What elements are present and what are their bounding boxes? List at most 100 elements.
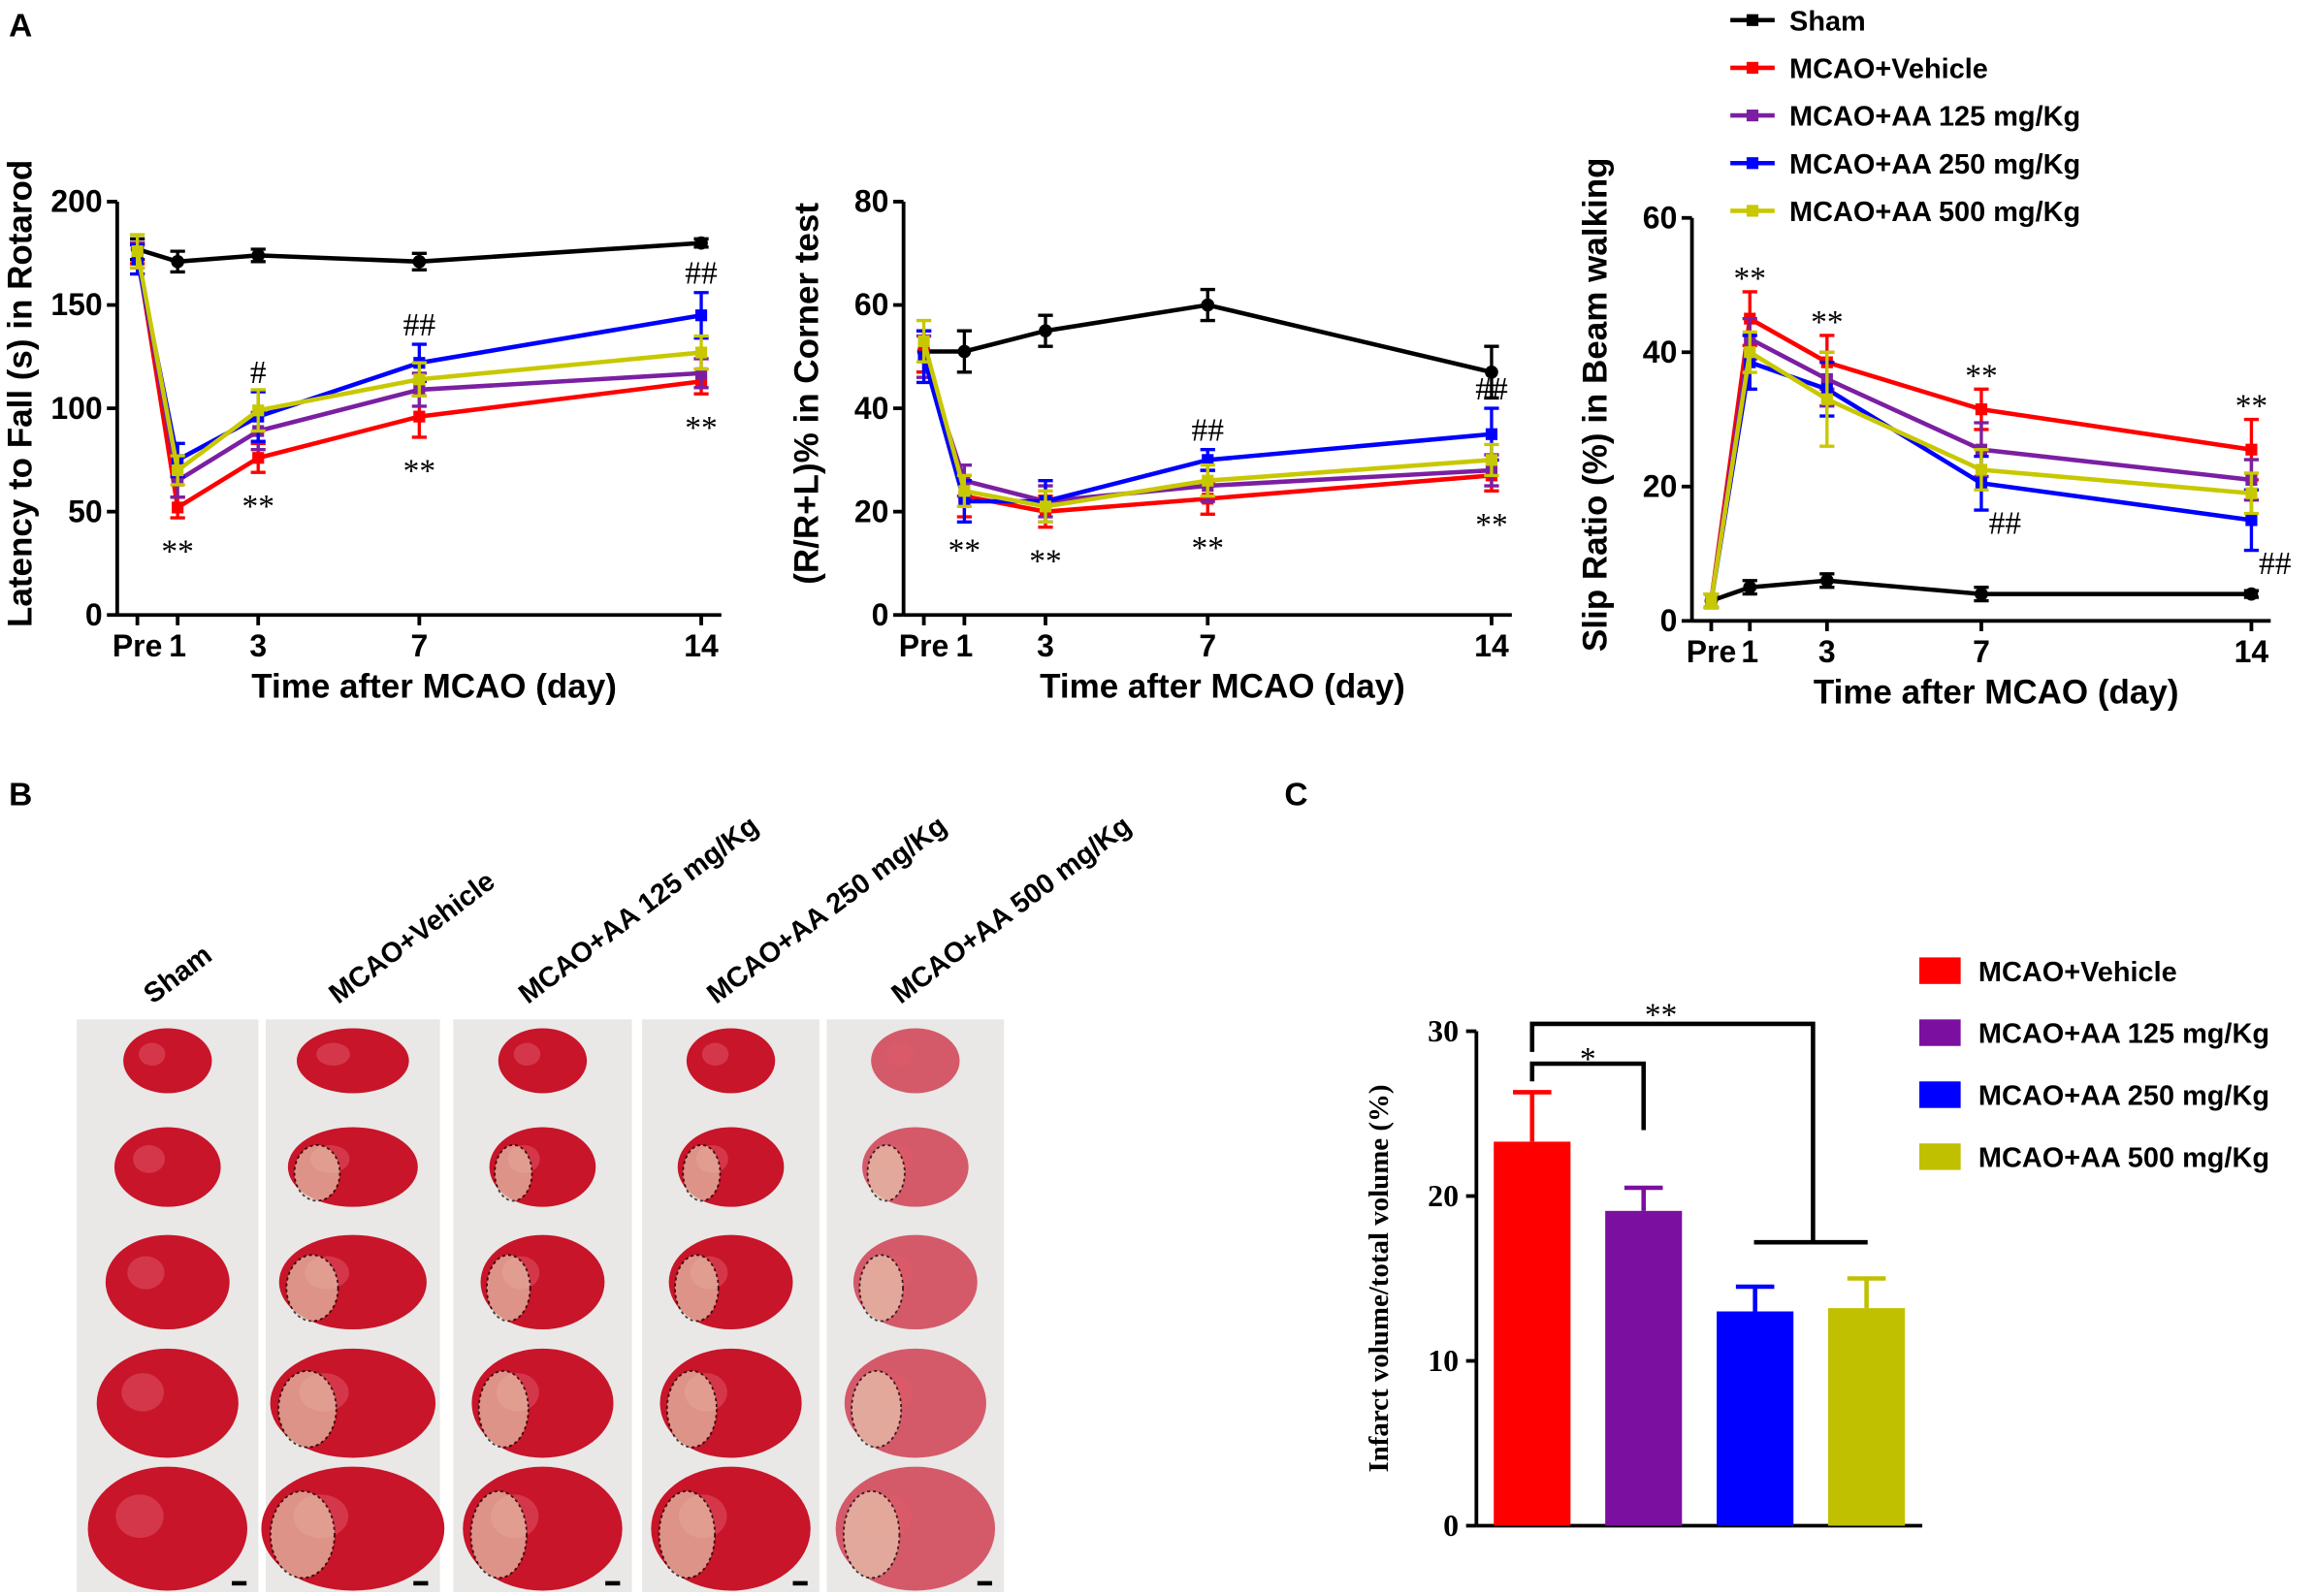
x-tick-label: 14 [2235, 634, 2269, 669]
x-tick-label: Pre [899, 628, 949, 663]
significance-mark: ** [949, 533, 981, 569]
significance-mark: ** [241, 489, 273, 525]
point [2245, 487, 2258, 499]
x-tick-label: 1 [169, 628, 186, 663]
brain-highlight [886, 1042, 914, 1066]
significance-mark: ** [2235, 388, 2267, 424]
brain-highlight [115, 1494, 164, 1539]
infarct-outline [842, 1489, 901, 1580]
point [1975, 587, 1988, 601]
infarct-outline [485, 1254, 531, 1323]
significance-mark: ** [1965, 358, 1997, 394]
point [131, 245, 144, 258]
legend-label: MCAO+AA 125 mg/Kg [1789, 102, 2080, 133]
legend-marker [1746, 14, 1759, 26]
significance-mark: ## [1192, 413, 1225, 449]
error-bar [1512, 1090, 1552, 1142]
x-axis-title: Time after MCAO (day) [251, 667, 617, 705]
legend-label: MCAO+Vehicle [1789, 54, 1988, 85]
point [694, 309, 708, 322]
y-axis-title: Infarct volume/total volume (%) [1364, 1084, 1395, 1472]
y-tick-label: 40 [1643, 335, 1678, 369]
point [413, 373, 426, 386]
point [172, 501, 184, 514]
legend-marker [1746, 61, 1759, 74]
significance-mark: # [250, 355, 267, 391]
point [694, 346, 708, 359]
significance-mark: ## [1989, 505, 2022, 541]
brain-slice [296, 1028, 409, 1094]
y-tick-label: 20 [1428, 1179, 1459, 1213]
photo-column-label: MCAO+Vehicle [324, 866, 501, 1010]
x-tick-label: Pre [113, 628, 163, 663]
brain-slice [105, 1234, 230, 1330]
point [957, 344, 972, 359]
legend-label: MCAO+AA 125 mg/Kg [1978, 1019, 2269, 1050]
significance-mark: ## [403, 307, 436, 343]
y-tick-label: 200 [50, 184, 102, 219]
significance-mark: ** [685, 410, 717, 446]
brain-highlight [133, 1144, 166, 1173]
point [1819, 573, 1834, 588]
y-tick-label: 0 [85, 597, 103, 632]
significance-mark: ** [1734, 261, 1766, 297]
significance-mark: * [1580, 1041, 1596, 1077]
point [251, 248, 266, 263]
significance-mark: ** [1029, 543, 1061, 579]
y-axis-title: Latency to Fall (s) in Rotarod [2, 160, 40, 627]
infarct-outline [658, 1489, 717, 1580]
bracket [1529, 1021, 1868, 1245]
legend-swatch [1919, 957, 1961, 984]
y-tick-label: 60 [1643, 200, 1678, 235]
y-tick-label: 30 [1428, 1014, 1459, 1048]
legend-swatch [1919, 1019, 1961, 1046]
legend-label: MCAO+AA 500 mg/Kg [1789, 197, 2080, 228]
y-tick-label: 20 [1643, 468, 1678, 503]
significance-mark: ## [1475, 371, 1508, 407]
x-tick-label: 3 [1818, 634, 1836, 669]
point [1039, 324, 1052, 338]
infarct-outline [269, 1489, 336, 1580]
x-tick-label: 14 [1474, 628, 1509, 663]
bar [1717, 1311, 1794, 1526]
point [412, 254, 427, 269]
significance-mark: ## [685, 256, 718, 292]
significance-mark: ** [161, 534, 193, 570]
brain-slice [96, 1348, 239, 1458]
point [1743, 580, 1757, 594]
point [1485, 428, 1498, 440]
brain-highlight [316, 1042, 350, 1066]
infarct-outline [285, 1254, 339, 1323]
y-tick-label: 150 [50, 287, 102, 322]
brain-highlight [701, 1042, 729, 1066]
point [1485, 454, 1498, 466]
error-bar [1624, 1185, 1663, 1211]
point [1820, 393, 1833, 405]
legend-marker [1746, 157, 1759, 170]
error-bar [1847, 1276, 1886, 1309]
significance-mark: ** [1645, 997, 1677, 1033]
point [1201, 298, 1215, 312]
y-tick-label: 100 [50, 391, 102, 426]
legend-marker [1746, 205, 1759, 217]
x-tick-label: 14 [684, 628, 719, 663]
brain-slice [113, 1127, 221, 1207]
y-tick-label: 10 [1428, 1344, 1459, 1378]
point [2245, 443, 2258, 456]
bar [1605, 1210, 1683, 1526]
point [1744, 346, 1756, 359]
significance-mark: ** [1475, 507, 1507, 543]
x-tick-label: 3 [1037, 628, 1054, 663]
x-tick-label: Pre [1687, 634, 1737, 669]
panel-label: B [9, 778, 32, 814]
brain-highlight [121, 1373, 165, 1412]
y-axis-title: (R/R+L)% in Corner test [788, 203, 825, 585]
photo-column-label: Sham [139, 940, 218, 1010]
significance-mark: ## [2259, 546, 2292, 582]
y-tick-label: 20 [854, 494, 889, 528]
point [917, 335, 930, 347]
point [252, 404, 265, 417]
significance-mark: ** [1811, 304, 1843, 340]
point [252, 452, 265, 464]
